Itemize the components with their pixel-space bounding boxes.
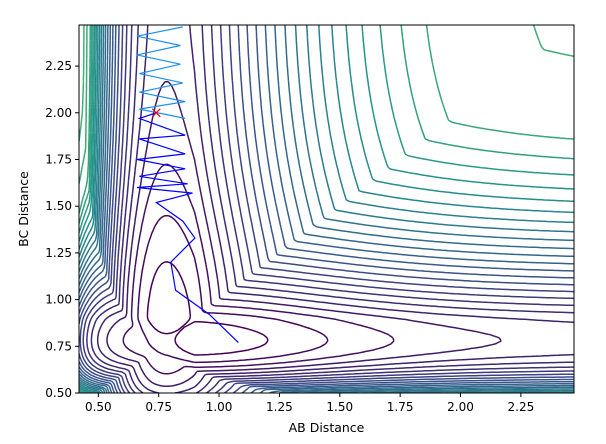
x-axis-ticks: 0.50 0.75 1.00 1.25 1.50 1.75 2.00 2.25: [85, 393, 534, 414]
y-tick-label: 0.50: [45, 386, 72, 400]
contour-level-line: [79, 25, 574, 393]
x-tick-label: 2.00: [447, 400, 474, 414]
contour-level-line: [146, 261, 269, 356]
x-tick-label: 2.25: [508, 400, 535, 414]
contour-level-line: [79, 25, 574, 393]
y-tick-label: 0.75: [45, 339, 72, 353]
contour-level-line: [90, 25, 574, 393]
x-axis-label: AB Distance: [289, 420, 365, 435]
contour-level-line: [79, 25, 574, 393]
start-marker: [151, 108, 161, 118]
y-axis-label: BC Distance: [16, 171, 31, 247]
y-tick-label: 1.75: [45, 152, 72, 166]
contour-level-line: [137, 214, 329, 364]
contour-level-line: [79, 25, 574, 393]
contour-level-line: [79, 25, 574, 393]
contour-level-line: [82, 25, 574, 393]
contour-level-line: [79, 25, 574, 393]
x-tick-label: 1.75: [387, 400, 414, 414]
contour-level-line: [86, 25, 574, 393]
x-tick-label: 1.50: [326, 400, 353, 414]
contour-lines: [79, 25, 574, 393]
x-tick-label: 0.75: [145, 400, 172, 414]
y-axis-ticks: 0.50 0.75 1.00 1.25 1.50 1.75 2.00 2.25: [45, 59, 79, 400]
x-tick-label: 1.00: [206, 400, 233, 414]
contour-level-line: [122, 163, 395, 375]
x-tick-label: 1.25: [266, 400, 293, 414]
contour-level-line: [79, 25, 574, 393]
contour-level-line: [96, 25, 574, 393]
trajectory-light-line: [136, 26, 186, 119]
contour-level-line: [79, 25, 574, 393]
contour-level-line: [79, 25, 574, 393]
y-tick-label: 1.00: [45, 293, 72, 307]
y-tick-label: 1.50: [45, 199, 72, 213]
plot-frame: [78, 24, 575, 394]
y-tick-label: 1.25: [45, 246, 72, 260]
y-tick-label: 2.25: [45, 59, 72, 73]
contour-level-line: [79, 25, 574, 393]
y-tick-label: 2.00: [45, 106, 72, 120]
trajectory-line: [136, 112, 239, 344]
start-marker-stroke: [151, 108, 161, 118]
trajectory-lines: [136, 26, 239, 344]
contour-level-line: [79, 25, 574, 393]
contour-level-line: [79, 25, 574, 393]
contour-level-line: [79, 25, 574, 393]
contour-level-line: [79, 25, 574, 393]
contour-level-line: [106, 80, 502, 388]
x-tick-label: 0.50: [85, 400, 112, 414]
contour-level-line: [79, 25, 574, 393]
